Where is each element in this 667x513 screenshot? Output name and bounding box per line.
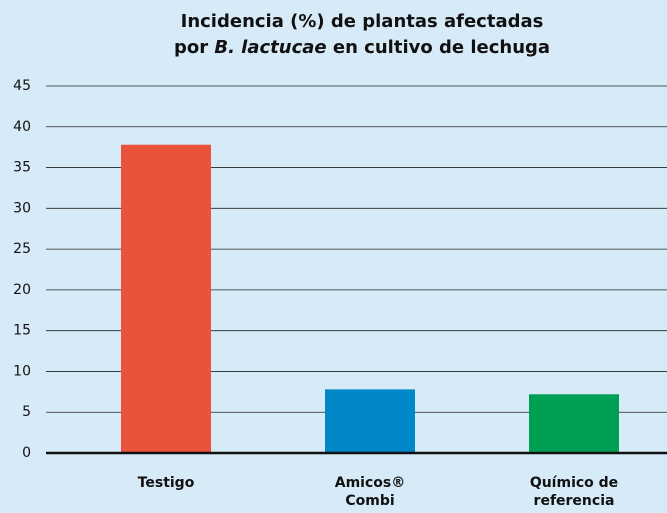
x-tick-label: Amicos® Combi [334,475,406,509]
y-tick-label: 45 [13,78,31,94]
y-tick-label: 10 [13,363,31,379]
y-tick-label: 25 [13,241,31,257]
title-text: Incidencia (%) de plantas afectadas [181,11,544,32]
bar [121,144,211,453]
chart-title: Incidencia (%) de plantas afectadas [181,11,544,32]
y-tick-label: 20 [13,282,31,298]
chart-title: por B. lactucae en cultivo de lechuga [174,37,550,58]
bar [529,394,619,453]
y-tick-label: 5 [22,404,31,420]
title-text: B. lactucae [214,37,326,58]
y-tick-label: 0 [22,445,31,461]
title-text: en cultivo de lechuga [327,37,550,58]
title-text: por [174,37,214,58]
x-tick-label: Químico de referencia [529,475,619,509]
bar [325,389,415,453]
y-tick-label: 35 [13,160,31,176]
y-tick-label: 15 [13,323,31,339]
y-tick-label: 30 [13,200,31,216]
x-tick-label: Testigo [137,475,195,491]
y-tick-label: 40 [13,119,31,135]
